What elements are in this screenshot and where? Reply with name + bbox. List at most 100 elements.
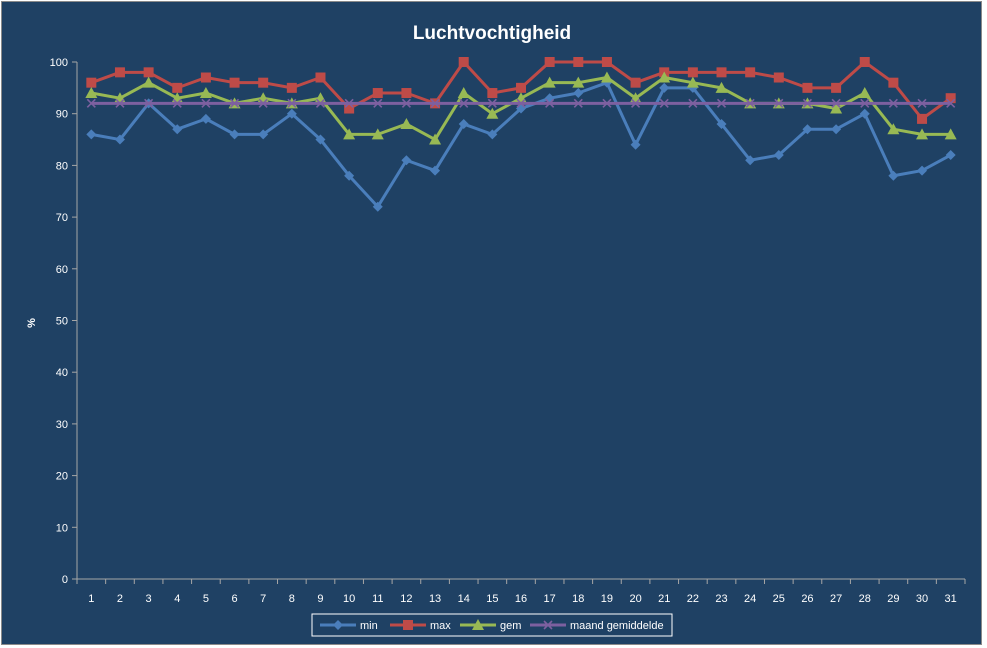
data-point-maand-gemiddelde <box>516 98 526 108</box>
data-point-gem <box>600 71 613 83</box>
data-point-gem <box>486 107 499 119</box>
data-point-maand-gemiddelde <box>115 98 125 108</box>
data-point-gem <box>543 76 556 88</box>
chart-title: Luchtvochtigheid <box>413 23 571 44</box>
data-point-maand-gemiddelde <box>287 98 297 108</box>
x-tick-label: 3 <box>146 593 152 605</box>
y-tick-label: 30 <box>56 419 68 431</box>
data-point-gem <box>572 76 585 88</box>
data-point-min <box>859 108 870 119</box>
x-tick-label: 28 <box>859 593 871 605</box>
data-point-min <box>458 119 469 130</box>
x-tick-label: 19 <box>601 593 613 605</box>
data-point-maand-gemiddelde <box>144 98 154 108</box>
data-point-max <box>458 57 469 67</box>
data-point-maand-gemiddelde <box>201 98 211 108</box>
data-point-maand-gemiddelde <box>401 98 411 108</box>
y-tick-label: 60 <box>56 264 68 276</box>
data-point-maand-gemiddelde <box>917 98 927 108</box>
data-point-maand-gemiddelde <box>315 98 326 108</box>
data-point-max <box>945 93 956 104</box>
data-point-maand-gemiddelde <box>716 98 727 108</box>
x-tick-label: 23 <box>715 593 727 605</box>
legend: min max gem maand gemiddelde <box>311 613 673 637</box>
data-point-maand-gemiddelde <box>459 98 469 108</box>
data-point-gem <box>85 87 98 99</box>
data-point-maand-gemiddelde <box>659 98 669 108</box>
x-tick-label: 30 <box>916 593 928 605</box>
data-point-gem <box>343 128 356 140</box>
y-tick-label: 70 <box>56 212 68 224</box>
x-tick-label: 11 <box>372 593 383 605</box>
data-point-maand-gemiddelde <box>373 98 383 108</box>
data-point-min <box>86 129 97 140</box>
data-point-min <box>114 134 125 145</box>
x-tick-label: 26 <box>801 593 813 605</box>
legend-swatch-marker <box>543 620 553 630</box>
data-point-gem <box>515 92 527 104</box>
y-tick-label: 80 <box>56 160 68 172</box>
data-point-gem <box>686 76 699 88</box>
data-point-max <box>86 77 97 88</box>
data-point-gem <box>887 123 900 135</box>
legend-item-gem: gem <box>460 619 521 632</box>
data-point-max <box>859 57 870 67</box>
data-point-maand-gemiddelde <box>831 98 841 108</box>
data-point-max <box>286 82 297 93</box>
data-point-max <box>716 67 727 78</box>
legend-label: min <box>360 620 378 632</box>
data-point-min <box>229 129 240 140</box>
x-tick-label: 20 <box>629 593 641 605</box>
data-point-maand-gemiddelde <box>888 98 898 108</box>
data-point-min <box>573 88 584 99</box>
data-point-max <box>372 88 383 99</box>
legend-label: max <box>430 620 451 632</box>
data-point-max <box>544 57 555 67</box>
x-tick-label: 14 <box>458 593 470 605</box>
data-point-min <box>372 201 383 212</box>
legend-item-min: min <box>320 620 378 632</box>
data-point-gem <box>916 128 929 140</box>
data-point-gem <box>199 87 212 99</box>
x-tick-label: 2 <box>117 593 123 605</box>
data-point-min <box>401 155 412 166</box>
data-point-maand-gemiddelde <box>487 98 497 108</box>
data-point-min <box>659 82 670 93</box>
data-point-min <box>888 170 899 181</box>
data-point-max <box>487 88 498 99</box>
x-tick-label: 29 <box>887 593 899 605</box>
y-tick-label: 10 <box>56 522 68 534</box>
data-point-maand-gemiddelde <box>258 98 268 108</box>
y-tick-label: 40 <box>56 367 68 379</box>
y-tick-label: 0 <box>62 574 68 586</box>
data-point-max <box>888 77 899 88</box>
data-point-min <box>315 134 326 145</box>
data-point-min <box>258 129 269 140</box>
data-point-gem <box>400 118 413 130</box>
legend-swatch-marker <box>403 620 413 630</box>
legend-swatch-marker <box>472 619 484 630</box>
data-point-max <box>601 57 612 67</box>
x-tick-label: 25 <box>773 593 785 605</box>
data-point-max <box>143 67 154 78</box>
y-tick-label: 90 <box>56 109 68 121</box>
y-tick-label: 20 <box>56 471 68 483</box>
x-tick-label: 5 <box>203 593 209 605</box>
data-point-maand-gemiddelde <box>573 98 583 108</box>
data-point-min <box>344 170 355 181</box>
series-max <box>86 57 956 124</box>
x-tick-label: 24 <box>744 593 756 605</box>
data-point-min <box>831 124 842 135</box>
x-tick-label: 4 <box>174 593 180 605</box>
x-tick-label: 16 <box>515 593 527 605</box>
data-point-max <box>315 72 326 83</box>
data-point-min <box>172 124 183 135</box>
legend-item-max: max <box>390 620 451 632</box>
data-point-max <box>831 82 842 93</box>
data-point-maand-gemiddelde <box>774 98 784 108</box>
data-point-maand-gemiddelde <box>172 98 182 108</box>
x-tick-label: 15 <box>486 593 498 605</box>
data-point-max <box>200 72 211 83</box>
x-tick-label: 17 <box>544 593 556 605</box>
